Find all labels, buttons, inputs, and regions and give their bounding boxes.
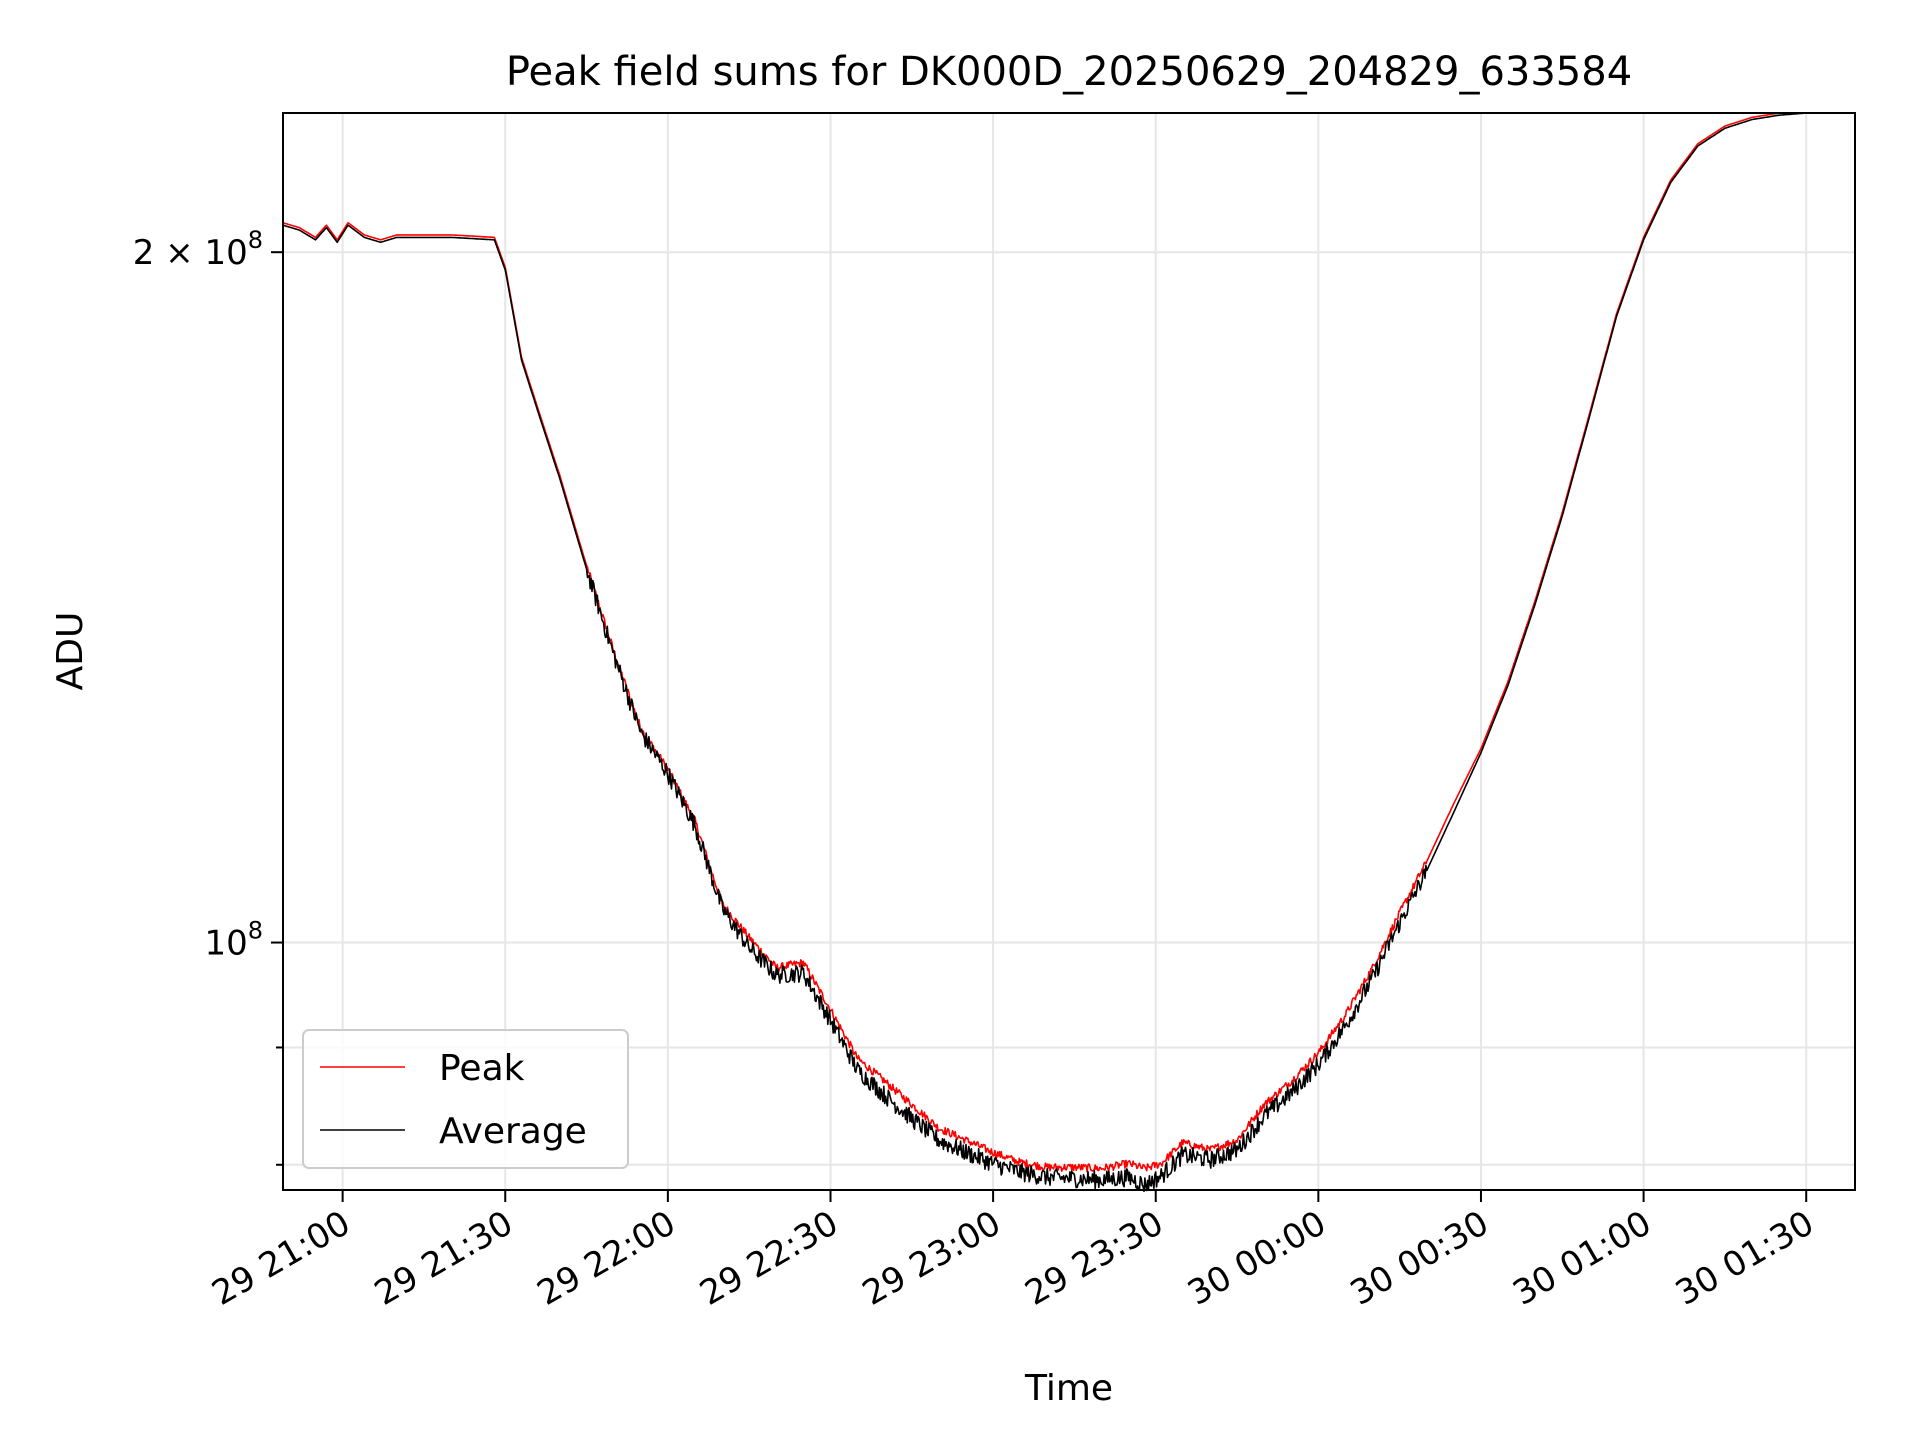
y-axis-label: ADU [50,612,91,691]
y-tick-label: 108 [204,917,263,964]
chart-title: Peak field sums for DK000D_20250629_2048… [506,49,1632,95]
legend: Peak Average [302,1029,629,1169]
x-axis-label: Time [1024,1368,1113,1409]
legend-peak-label: Peak [439,1048,525,1089]
y-tick-label: 2 × 108 [133,226,263,273]
plot-area-frame [282,112,1856,1191]
series-line-average [282,112,1855,1193]
series-lines [282,112,1855,1193]
legend-average-label: Average [439,1111,587,1152]
legend-box [302,1029,629,1169]
